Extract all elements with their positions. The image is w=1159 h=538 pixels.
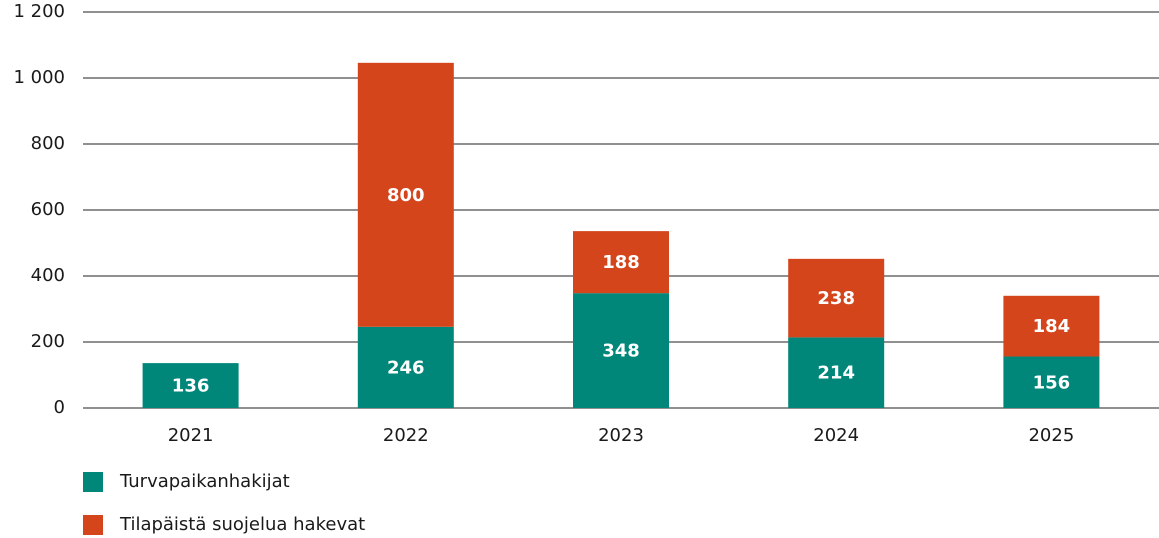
y-tick-label: 1 000	[13, 67, 65, 88]
bar-segment	[1003, 356, 1100, 408]
data-label: 156	[1033, 372, 1071, 393]
data-label: 136	[172, 376, 210, 397]
data-label: 800	[387, 185, 425, 206]
bar-segment	[142, 363, 239, 408]
bar-segment	[573, 293, 669, 408]
x-tick-label: 2021	[168, 425, 214, 446]
bar-segment	[1003, 295, 1100, 357]
y-tick-label: 800	[31, 133, 65, 154]
data-label: 246	[387, 357, 425, 378]
data-label: 214	[817, 363, 855, 384]
data-label: 184	[1033, 316, 1071, 337]
x-tick-label: 2025	[1028, 425, 1074, 446]
y-tick-label: 0	[54, 397, 65, 418]
legend-label: Tilapäistä suojelua hakevat	[119, 514, 365, 535]
x-tick-label: 2022	[383, 425, 429, 446]
data-label: 348	[602, 341, 640, 362]
legend-label: Turvapaikanhakijat	[119, 471, 290, 492]
bar-segment	[357, 326, 454, 408]
data-label: 238	[817, 288, 855, 309]
y-tick-label: 600	[31, 199, 65, 220]
y-tick-label: 400	[31, 265, 65, 286]
bar-segment	[573, 231, 669, 294]
legend-swatch	[83, 515, 103, 535]
x-tick-label: 2024	[813, 425, 859, 446]
bar-segment	[788, 337, 885, 408]
data-label: 188	[602, 252, 640, 273]
y-tick-label: 1 200	[13, 1, 65, 22]
bar-segment	[788, 258, 885, 338]
y-tick-label: 200	[31, 331, 65, 352]
bar-segment	[357, 62, 454, 327]
x-tick-label: 2023	[598, 425, 644, 446]
legend-swatch	[83, 472, 103, 492]
